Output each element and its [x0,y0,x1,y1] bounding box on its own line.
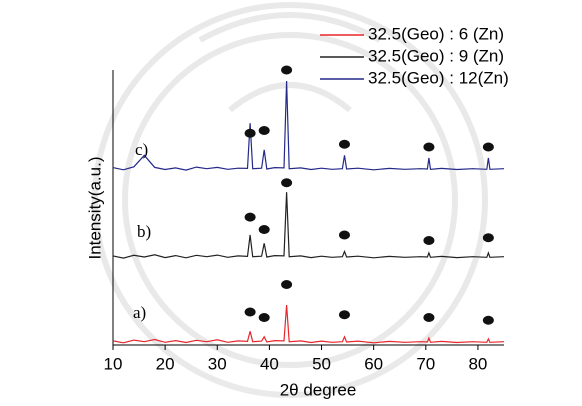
x-tick-label: 20 [156,354,175,373]
peak-marker [338,310,350,320]
x-axis-label: 2θ degree [280,380,357,399]
peak-marker [482,142,494,152]
peak-marker [338,230,350,240]
x-tick-label: 70 [416,354,435,373]
legend-label: 32.5(Geo) : 9 (Zn) [368,46,504,65]
trace-label: c) [135,140,148,159]
peak-marker [281,280,293,289]
peak-marker [338,139,350,149]
peak-marker [281,178,293,188]
peak-marker [423,313,435,322]
legend-label: 32.5(Geo) : 6 (Zn) [368,24,504,43]
spectrum-line [112,80,505,171]
peak-marker [244,212,256,222]
x-tick-label: 60 [364,354,383,373]
peak-marker [258,313,270,322]
peak-marker [482,233,494,243]
spectrum-line [112,305,505,344]
x-tick-label: 40 [260,354,279,373]
x-tick-label: 80 [468,354,487,373]
x-tick-label: 10 [104,354,123,373]
spectrum-line [112,192,505,259]
peak-marker [423,236,435,245]
watermark [92,2,488,398]
peak-marker [482,315,494,325]
legend-label: 32.5(Geo) : 12(Zn) [368,68,509,87]
peak-marker [258,126,270,135]
peak-marker [281,65,293,75]
peak-marker [423,142,435,152]
peak-marker [244,307,256,317]
x-tick-label: 50 [312,354,331,373]
trace-label: b) [137,222,151,241]
peak-marker [244,128,256,138]
x-tick-label: 30 [208,354,227,373]
peak-marker [258,225,270,234]
trace-label: a) [133,303,146,322]
y-axis-label: Intensity(a.u.) [85,157,104,260]
